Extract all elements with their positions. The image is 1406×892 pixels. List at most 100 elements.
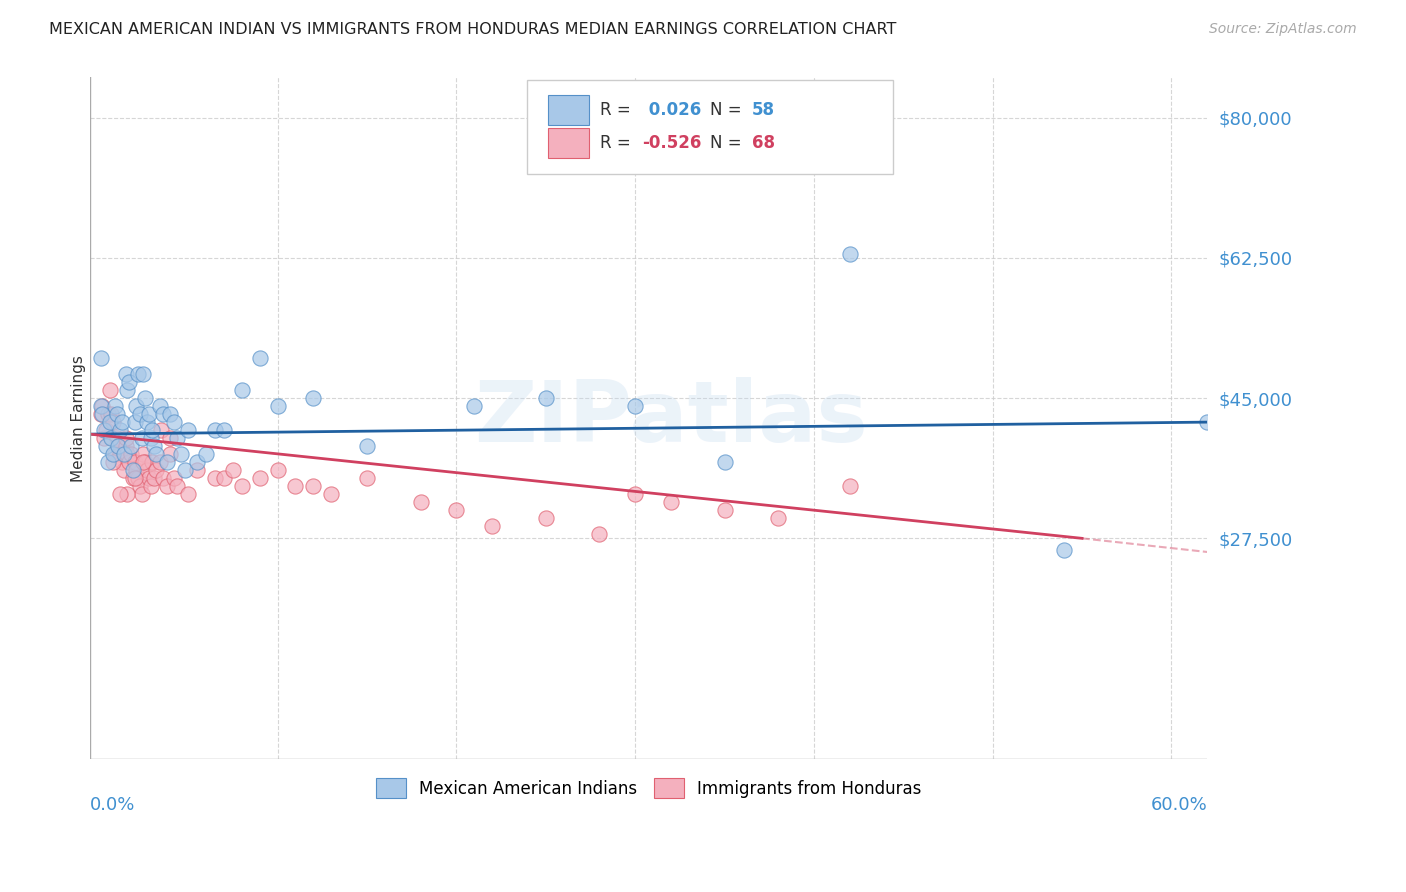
Point — [134, 391, 156, 405]
Point — [152, 471, 174, 485]
Point — [1053, 543, 1076, 558]
Text: -0.526: -0.526 — [643, 134, 702, 152]
Point — [138, 407, 160, 421]
Point — [94, 423, 117, 437]
Point — [111, 415, 134, 429]
Point — [186, 455, 208, 469]
Point — [90, 351, 112, 365]
Point — [409, 495, 432, 509]
Point — [127, 367, 149, 381]
Point — [129, 407, 152, 421]
Point — [120, 439, 142, 453]
Point — [134, 455, 156, 469]
Point — [156, 479, 179, 493]
Text: Source: ZipAtlas.com: Source: ZipAtlas.com — [1209, 22, 1357, 37]
Point — [249, 351, 271, 365]
Point — [112, 463, 135, 477]
Point — [284, 479, 307, 493]
Point — [105, 407, 128, 421]
Point — [588, 527, 610, 541]
Point — [163, 415, 186, 429]
Point — [124, 471, 146, 485]
Point — [143, 471, 166, 485]
Point — [121, 463, 143, 477]
Point — [212, 471, 235, 485]
Point — [114, 367, 136, 381]
Point — [98, 383, 121, 397]
Point — [111, 455, 134, 469]
Point — [104, 447, 127, 461]
Point — [838, 247, 860, 261]
Point — [302, 479, 325, 493]
Text: ZIPatlas: ZIPatlas — [474, 376, 868, 459]
Point — [100, 431, 122, 445]
Point — [166, 479, 188, 493]
Point — [231, 383, 253, 397]
Point — [107, 439, 129, 453]
Text: N =: N = — [710, 134, 747, 152]
Point — [90, 407, 112, 421]
Point — [141, 423, 163, 437]
Point — [117, 447, 139, 461]
Point — [356, 471, 378, 485]
Point — [170, 447, 193, 461]
Text: 60.0%: 60.0% — [1150, 797, 1208, 814]
Point — [94, 439, 117, 453]
Point — [143, 439, 166, 453]
Point — [145, 463, 167, 477]
Point — [114, 439, 136, 453]
Text: MEXICAN AMERICAN INDIAN VS IMMIGRANTS FROM HONDURAS MEDIAN EARNINGS CORRELATION : MEXICAN AMERICAN INDIAN VS IMMIGRANTS FR… — [49, 22, 897, 37]
Point — [107, 439, 129, 453]
Text: R =: R = — [600, 101, 637, 119]
Text: 68: 68 — [752, 134, 775, 152]
Point — [249, 471, 271, 485]
Point — [117, 383, 139, 397]
Point — [132, 367, 155, 381]
Point — [186, 463, 208, 477]
Point — [136, 463, 159, 477]
Point — [124, 415, 146, 429]
Point — [91, 407, 114, 421]
Point — [231, 479, 253, 493]
Point — [713, 455, 735, 469]
Point — [139, 431, 162, 445]
Point — [1197, 415, 1219, 429]
Point — [90, 399, 112, 413]
Point — [624, 487, 647, 501]
Point — [125, 399, 148, 413]
Point — [159, 431, 181, 445]
Point — [98, 415, 121, 429]
Point — [104, 399, 127, 413]
Point — [139, 479, 162, 493]
Point — [129, 479, 152, 493]
Point — [105, 431, 128, 445]
Legend: Mexican American Indians, Immigrants from Honduras: Mexican American Indians, Immigrants fro… — [368, 772, 928, 805]
Point — [173, 463, 195, 477]
Y-axis label: Median Earnings: Median Earnings — [72, 355, 86, 482]
Point — [481, 519, 503, 533]
Point — [117, 487, 139, 501]
Point — [131, 487, 153, 501]
Point — [136, 415, 159, 429]
Point — [127, 471, 149, 485]
Point — [266, 463, 288, 477]
Text: 0.0%: 0.0% — [90, 797, 135, 814]
Point — [132, 447, 155, 461]
Point — [118, 455, 141, 469]
Point — [150, 423, 173, 437]
Point — [195, 447, 218, 461]
Point — [91, 399, 114, 413]
Point — [166, 431, 188, 445]
Point — [138, 471, 160, 485]
Point — [159, 447, 181, 461]
Point — [101, 455, 124, 469]
Point — [838, 479, 860, 493]
Point — [97, 455, 120, 469]
Point — [148, 455, 170, 469]
Point — [125, 463, 148, 477]
Point — [624, 399, 647, 413]
Text: 58: 58 — [752, 101, 775, 119]
Point — [204, 471, 226, 485]
Point — [463, 399, 485, 413]
Point — [101, 415, 124, 429]
